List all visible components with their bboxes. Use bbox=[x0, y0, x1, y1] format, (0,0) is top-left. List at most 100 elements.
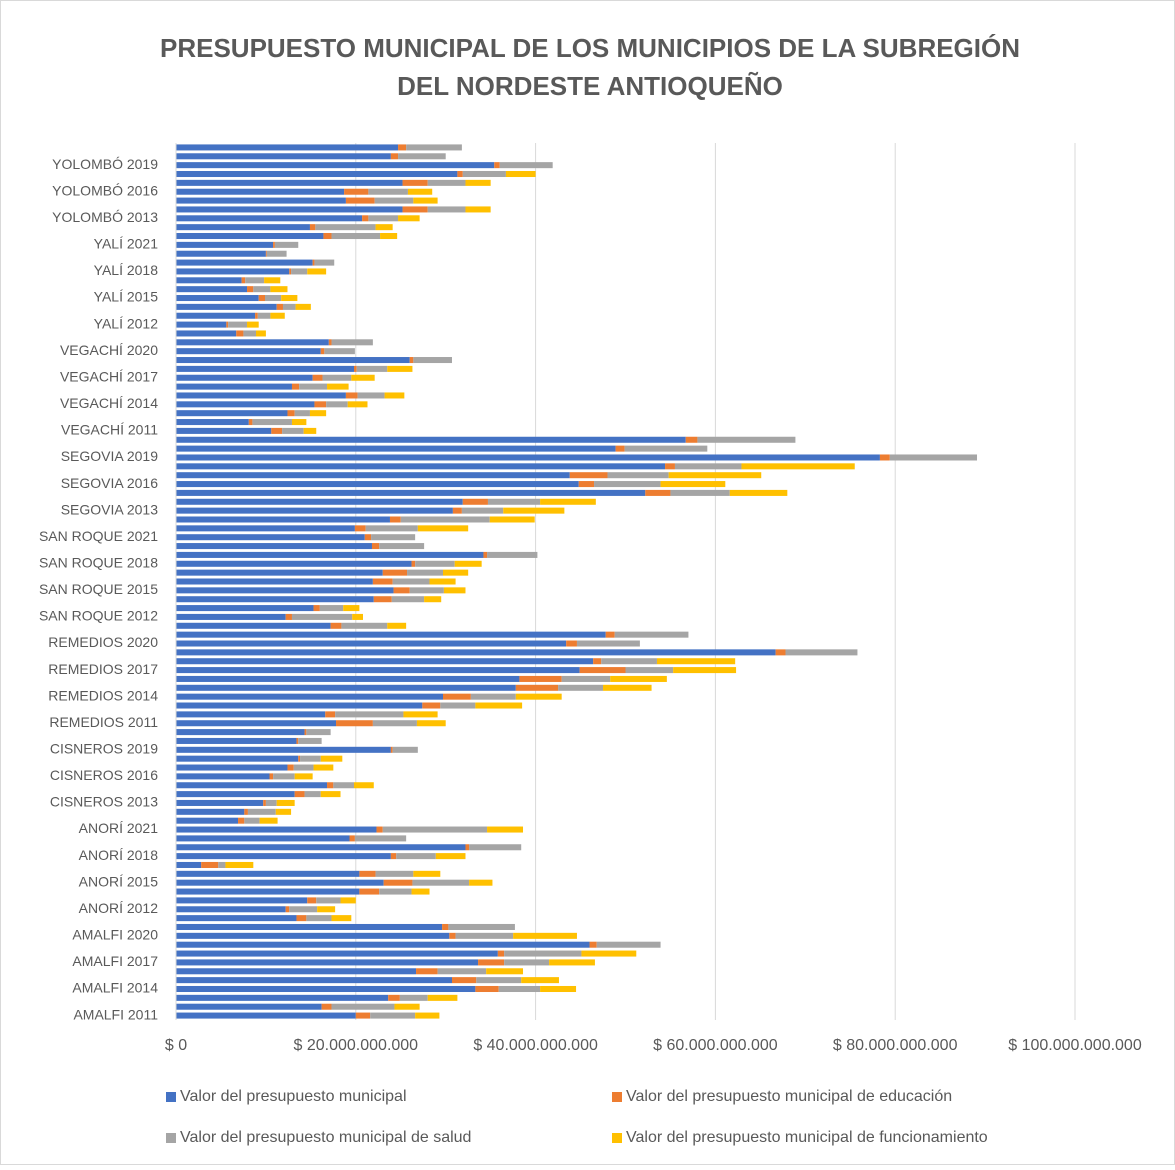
bar-segment bbox=[409, 357, 414, 364]
bar-segment bbox=[176, 817, 239, 824]
bar-segment bbox=[291, 268, 308, 275]
legend-label: Valor del presupuesto municipal bbox=[180, 1088, 407, 1105]
bar-segment bbox=[276, 799, 295, 806]
bar-segment bbox=[176, 153, 391, 160]
bar-segment bbox=[409, 587, 444, 594]
bar-segment bbox=[176, 1012, 356, 1019]
bar-segment bbox=[775, 649, 786, 656]
bar-segment bbox=[309, 410, 327, 417]
bar-segment bbox=[741, 463, 855, 470]
bar-segment bbox=[399, 994, 428, 1001]
bar-segment bbox=[576, 640, 640, 647]
bar-segment bbox=[176, 675, 520, 682]
bar-segment bbox=[388, 994, 400, 1001]
bar-segment bbox=[314, 401, 327, 408]
bar-segment bbox=[398, 144, 407, 151]
bar-segment bbox=[176, 622, 331, 629]
bar-segment bbox=[285, 613, 292, 620]
bar-segment bbox=[443, 587, 466, 594]
bar-segment bbox=[374, 197, 414, 204]
bar-segment bbox=[561, 675, 611, 682]
bar-segment bbox=[256, 330, 266, 337]
bar-segment bbox=[176, 667, 580, 674]
bar-segment bbox=[375, 224, 393, 231]
bar-segment bbox=[356, 365, 388, 372]
bar-segment bbox=[247, 286, 254, 293]
bar-segment bbox=[373, 596, 392, 603]
bar-segment bbox=[335, 711, 404, 718]
bar-segment bbox=[306, 729, 331, 736]
bar-segment bbox=[390, 853, 397, 860]
bar-segment bbox=[176, 915, 297, 922]
bar-segment bbox=[371, 543, 380, 550]
bar-segment bbox=[176, 481, 579, 488]
bar-segment bbox=[359, 870, 376, 877]
bar-segment bbox=[387, 365, 413, 372]
y-tick-label: VEGACHÍ 2014 bbox=[60, 395, 158, 411]
bar-segment bbox=[244, 808, 248, 815]
bar-segment bbox=[685, 436, 698, 443]
bar-segment bbox=[176, 215, 363, 222]
bar-segment bbox=[505, 170, 536, 178]
bar-segment bbox=[176, 392, 346, 399]
bar-segment bbox=[266, 250, 287, 257]
bar-segment bbox=[176, 303, 277, 310]
bar-segment bbox=[475, 702, 523, 709]
bar-segment bbox=[483, 551, 488, 558]
bar-segment bbox=[176, 286, 248, 293]
bar-segment bbox=[403, 711, 438, 718]
bar-segment bbox=[437, 968, 487, 975]
bar-segment bbox=[307, 268, 327, 275]
y-tick-label: SAN ROQUE 2015 bbox=[39, 581, 158, 597]
bar-segment bbox=[382, 569, 408, 576]
bar-segment bbox=[375, 870, 414, 877]
bar-segment bbox=[176, 853, 391, 860]
bar-segment bbox=[176, 383, 292, 390]
bar-segment bbox=[596, 941, 661, 948]
bar-segment bbox=[176, 543, 372, 550]
bar-segment bbox=[176, 339, 329, 346]
bar-segment bbox=[176, 259, 313, 266]
y-tick-label: REMEDIOS 2017 bbox=[48, 661, 158, 677]
bar-segment bbox=[176, 365, 355, 372]
y-tick-label: ANORÍ 2018 bbox=[79, 847, 159, 863]
bar-segment bbox=[218, 861, 226, 868]
bar-segment bbox=[176, 374, 313, 381]
y-tick-label: ANORÍ 2015 bbox=[79, 873, 159, 889]
bar-segment bbox=[645, 489, 671, 496]
legend-swatch bbox=[166, 1133, 176, 1143]
bar-segment bbox=[176, 808, 245, 815]
bar-segment bbox=[607, 472, 669, 479]
bar-segment bbox=[357, 392, 385, 399]
y-tick-label: CISNEROS 2019 bbox=[50, 741, 158, 757]
bar-segment bbox=[336, 720, 373, 727]
bar-segment bbox=[487, 551, 538, 558]
bar-segment bbox=[417, 525, 469, 532]
bar-segment bbox=[176, 534, 365, 541]
bar-segment bbox=[238, 817, 245, 824]
bar-segment bbox=[465, 206, 491, 213]
bar-segment bbox=[289, 906, 318, 913]
bar-segment bbox=[176, 357, 410, 364]
bar-segment bbox=[443, 693, 471, 700]
bar-segment bbox=[470, 693, 516, 700]
bar-segment bbox=[176, 170, 458, 178]
bar-segment bbox=[176, 684, 516, 691]
bar-segment bbox=[549, 959, 595, 966]
bar-segment bbox=[314, 259, 335, 266]
bar-segment bbox=[241, 277, 246, 284]
bar-segment bbox=[440, 702, 476, 709]
x-tick-label: $ 0 bbox=[165, 1037, 187, 1054]
bar-segment bbox=[665, 463, 675, 470]
y-tick-label: SEGOVIA 2016 bbox=[61, 475, 158, 491]
bar-segment bbox=[225, 861, 254, 868]
bar-segment bbox=[394, 1003, 420, 1010]
bar-segment bbox=[298, 737, 322, 744]
bar-segment bbox=[176, 658, 594, 665]
y-tick-label: AMALFI 2017 bbox=[72, 953, 158, 969]
y-tick-label: CISNEROS 2016 bbox=[50, 767, 158, 783]
bar-segment bbox=[413, 870, 441, 877]
y-tick-label: VEGACHÍ 2020 bbox=[60, 342, 158, 358]
bar-segment bbox=[309, 224, 316, 231]
